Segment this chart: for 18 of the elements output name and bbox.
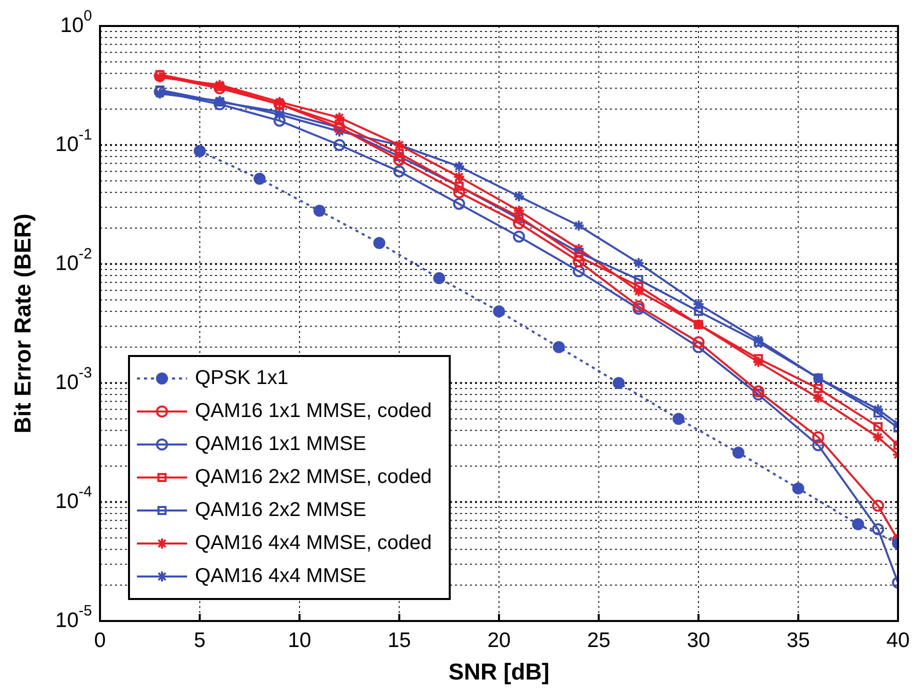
- legend-label: QPSK 1x1: [195, 367, 288, 390]
- x-axis-title: SNR [dB]: [448, 658, 550, 684]
- legend-label: QAM16 4x4 MMSE, coded: [195, 532, 432, 554]
- x-tick-label: 20: [487, 628, 511, 652]
- x-tick-label: 15: [388, 628, 411, 652]
- x-tick-label: 25: [587, 628, 610, 652]
- x-tick-label: 35: [786, 628, 810, 652]
- x-tick-label: 10: [288, 628, 312, 652]
- x-tick-label: 5: [194, 628, 206, 652]
- x-tick-label: 0: [94, 628, 106, 652]
- legend-label: QAM16 4x4 MMSE: [195, 565, 366, 588]
- legend-label: QAM16 1x1 MMSE, coded: [195, 400, 432, 422]
- x-tick-label: 40: [886, 628, 910, 652]
- x-tick-label: 30: [686, 628, 710, 652]
- legend-label: QAM16 2x2 MMSE, coded: [195, 466, 432, 488]
- legend-label: QAM16 2x2 MMSE: [195, 499, 366, 522]
- legend-label: QAM16 1x1 MMSE: [195, 433, 366, 456]
- y-axis-title: Bit Error Rate (BER): [9, 214, 36, 434]
